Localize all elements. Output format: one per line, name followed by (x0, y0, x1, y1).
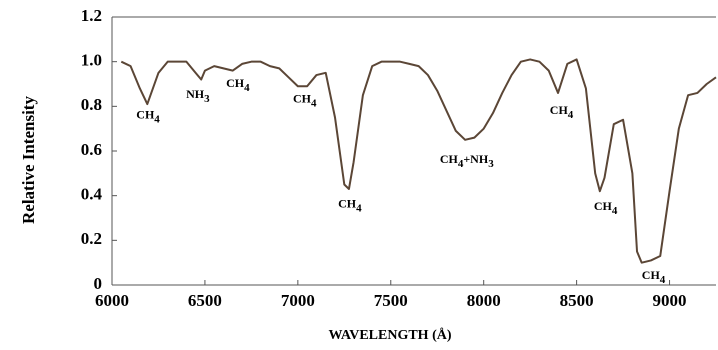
annotation-subscript: 4 (244, 82, 250, 94)
annotation-text: CH (594, 199, 613, 213)
x-tick-label: 7000 (281, 291, 315, 310)
y-tick-label: 1.0 (81, 51, 102, 70)
x-tick-label: 8500 (560, 291, 594, 310)
annotation: CH4 (594, 199, 618, 217)
annotation-subscript: 4 (311, 97, 317, 109)
annotation-text: CH (440, 152, 459, 166)
y-tick-label: 0.4 (81, 185, 103, 204)
x-tick-label: 7500 (374, 291, 408, 310)
annotation-text: CH (338, 196, 357, 210)
y-tick-label: 0.2 (81, 229, 102, 248)
annotation-text: CH (550, 103, 569, 117)
annotation-text: +NH (463, 152, 489, 166)
x-tick-label: 6500 (188, 291, 222, 310)
annotation-text: CH (293, 91, 312, 105)
annotation-subscript: 3 (488, 157, 494, 169)
annotation-text: CH (226, 76, 245, 90)
x-tick-label: 8000 (467, 291, 501, 310)
y-tick-label: 0 (94, 274, 103, 293)
annotation: NH3 (186, 87, 210, 105)
x-tick-label: 6000 (95, 291, 129, 310)
annotation-subscript: 4 (154, 113, 160, 125)
annotation: CH4 (642, 268, 666, 286)
annotation-subscript: 3 (204, 93, 210, 105)
annotation-text: NH (186, 87, 205, 101)
annotation: CH4 (226, 76, 250, 94)
annotation: CH4 (550, 103, 574, 121)
annotation-subscript: 4 (612, 204, 618, 216)
annotation: CH4+NH3 (440, 152, 494, 170)
annotation: CH4 (136, 107, 160, 125)
annotation-text: CH (642, 268, 661, 282)
annotation: CH4 (338, 196, 362, 214)
x-tick-label: 9000 (653, 291, 687, 310)
annotation-subscript: 4 (568, 108, 574, 120)
y-tick-label: 0.8 (81, 95, 102, 114)
annotation: CH4 (293, 91, 317, 109)
y-tick-label: 1.2 (81, 6, 102, 25)
annotation-subscript: 4 (356, 202, 362, 214)
x-axis-label: WAVELENGTH (Å) (328, 327, 451, 343)
y-tick-label: 0.6 (81, 140, 102, 159)
annotation-subscript: 4 (458, 157, 464, 169)
y-axis-label: Relative Intensity (19, 96, 38, 224)
annotation-subscript: 4 (660, 274, 666, 286)
annotation-text: CH (136, 107, 155, 121)
spectrum-line (120, 58, 717, 264)
